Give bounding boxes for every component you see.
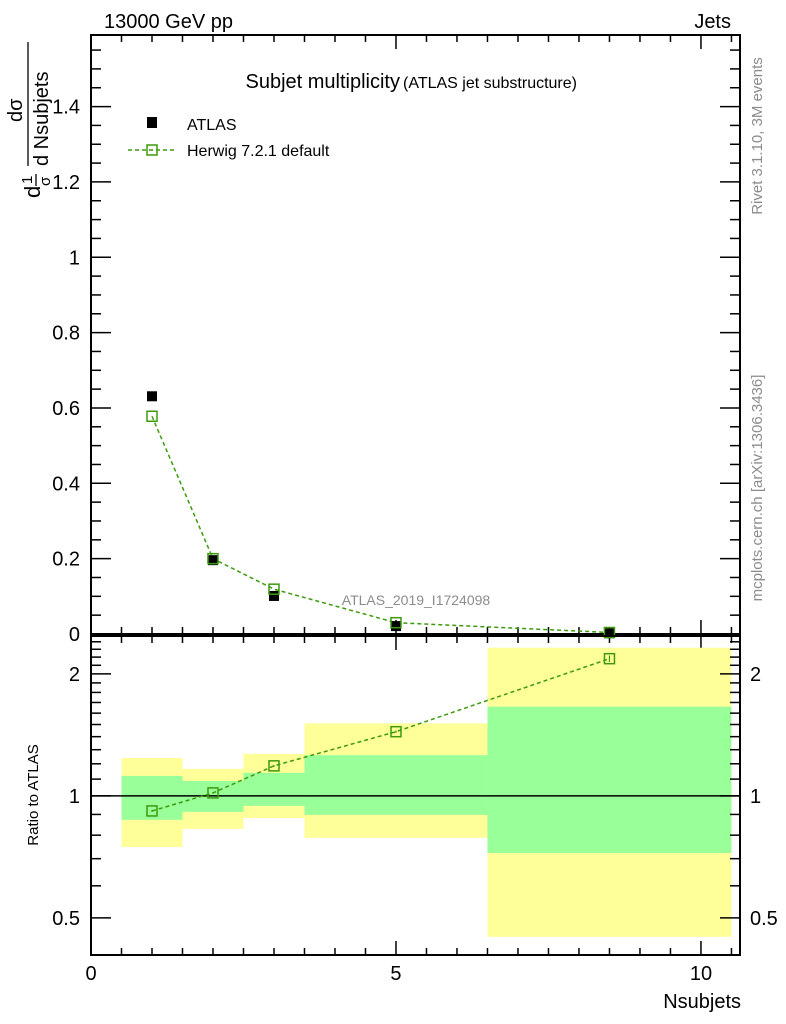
side-label-mcplots: mcplots.cern.ch [arXiv:1306.3436]	[749, 375, 766, 602]
ratio-point	[603, 652, 616, 665]
ylabel-dvar: d Nsubjets	[31, 72, 53, 167]
band-inner	[304, 755, 488, 815]
y-tick-label: 0.4	[52, 473, 80, 495]
ratio-y-tick-label: 2	[69, 664, 80, 686]
atlas-point	[390, 621, 401, 632]
y-tick-label: 1	[69, 247, 80, 269]
ratio-point	[390, 725, 402, 738]
atlas-point	[207, 555, 218, 566]
ylabel-d: d	[20, 186, 45, 198]
x-tick-label: 0	[85, 963, 96, 985]
ratio-y-tick-label: 0.5	[52, 908, 80, 930]
main-frame	[90, 34, 741, 635]
herwig-point	[268, 583, 280, 595]
x-tick-label: 5	[390, 963, 401, 985]
legend-marker-herwig	[146, 144, 158, 156]
y-tick-label: 0.2	[52, 549, 80, 571]
legend-marker-atlas	[147, 117, 157, 128]
main-plot: 0 0.2 0.4 0.6 0.8 1 1.2 1.4	[52, 34, 741, 955]
herwig-point	[146, 410, 158, 423]
herwig-point	[603, 626, 616, 639]
side-label-rivet: Rivet 3.1.10, 3M events	[749, 57, 766, 215]
watermark: ATLAS_2019_I1724098	[342, 592, 491, 608]
atlas-point	[604, 628, 615, 639]
ratio-line	[151, 657, 610, 812]
ratio-plot: 0 5 10 0.5 0.5 1 1 2 2	[52, 635, 778, 985]
y-tick-label: 0.6	[52, 398, 80, 420]
ratio-y-tick-label-right: 2	[750, 664, 761, 686]
ylabel-dsigma: dσ	[5, 98, 27, 122]
herwig-point	[390, 616, 402, 629]
y-tick-label: 0	[69, 624, 80, 646]
y-tick-label: 1.4	[52, 97, 80, 119]
ratio-point	[268, 760, 280, 772]
header-right: Jets	[694, 11, 731, 33]
ratio-point	[146, 805, 158, 817]
legend-label-herwig: Herwig 7.2.1 default	[187, 143, 330, 160]
x-axis-label: Nsubjets	[663, 991, 741, 1013]
legend: ATLAS Herwig 7.2.1 default	[128, 117, 330, 160]
ratio-y-axis-label: Ratio to ATLAS	[25, 744, 42, 845]
chart-title: Subjet multiplicity	[245, 71, 400, 93]
band-inner	[487, 706, 732, 853]
y-tick-label: 0.8	[52, 323, 80, 345]
ratio-y-tick-label-right: 1	[750, 786, 761, 808]
x-tick-label: 10	[690, 963, 712, 985]
band-inner	[243, 772, 305, 806]
atlas-point	[268, 590, 279, 601]
y-tick-label: 1.2	[52, 172, 80, 194]
herwig-line	[151, 415, 610, 634]
header-left: 13000 GeV pp	[104, 11, 233, 33]
ylabel-one: 1	[19, 176, 36, 184]
herwig-point	[207, 552, 219, 565]
ratio-point	[207, 787, 219, 799]
y-axis-label: d 1 σ dσ d Nsubjets	[5, 42, 54, 198]
ratio-y-tick-label-right: 0.5	[750, 908, 778, 930]
atlas-point	[146, 391, 157, 402]
band-inner	[121, 775, 183, 820]
ylabel-sigma: σ	[37, 176, 54, 186]
legend-label-atlas: ATLAS	[187, 117, 237, 134]
ratio-y-tick-label: 1	[69, 786, 80, 808]
chart-subtitle: (ATLAS jet substructure)	[403, 75, 577, 92]
